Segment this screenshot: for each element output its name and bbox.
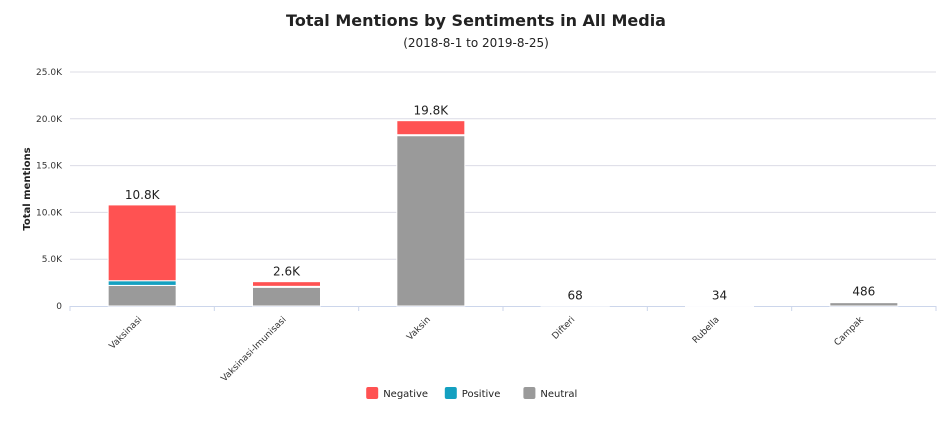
total-label-campak: 486 — [852, 284, 875, 298]
legend-swatch-negative — [366, 387, 379, 399]
y-tick-label-3: 15.0K — [36, 162, 63, 172]
legend-label-negative: Negative — [383, 389, 428, 400]
y-axis-ticks: 0 5.0K 10.0K 15.0K 20.0K 25.0K — [36, 68, 63, 312]
bar-negative-vaksin — [396, 120, 466, 136]
y-tick-label-1: 5.0K — [42, 255, 63, 265]
x-tick-label-vaksinasi: Vaksinasi — [108, 315, 145, 352]
legend: Negative Positive Neutral — [366, 387, 577, 400]
bar-positive-vaksinasi — [107, 280, 177, 286]
x-tick-label-rubella: Rubella — [691, 315, 722, 346]
legend-swatch-positive — [444, 387, 457, 399]
y-tick-label-5: 25.0K — [36, 68, 63, 78]
total-label-vaksinasi-imunisasi: 2.6K — [273, 265, 301, 279]
chart-subtitle: (2018-8-1 to 2019-8-25) — [403, 36, 549, 50]
legend-swatch-neutral — [523, 387, 536, 399]
bar-neutral-vaksinasi — [107, 284, 177, 307]
x-axis-ticks: Vaksinasi Vaksinasi-Imunisasi Vaksin Difter… — [108, 314, 867, 384]
y-tick-label-4: 20.0K — [36, 115, 63, 125]
bar-negative-difteri — [540, 304, 610, 307]
total-label-difteri: 68 — [568, 288, 583, 302]
y-tick-label-2: 10.0K — [36, 208, 63, 218]
bar-neutral-vaksinasi-imunisasi — [252, 286, 321, 307]
bar-negative-campak — [829, 300, 899, 303]
bar-negative-vaksinasi — [107, 204, 177, 282]
bar-neutral-vaksin — [396, 135, 466, 307]
bars — [107, 120, 899, 307]
total-label-vaksinasi: 10.8K — [125, 188, 161, 202]
grid-lines — [69, 71, 937, 311]
total-label-rubella: 34 — [712, 289, 727, 303]
legend-label-positive: Positive — [462, 389, 501, 400]
bar-negative-rubella — [685, 305, 754, 307]
bar-negative-vaksinasi-imunisasi — [252, 281, 321, 287]
total-label-vaksin: 19.8K — [414, 104, 450, 118]
legend-label-neutral: Neutral — [540, 389, 577, 400]
x-tick-label-vaksin: Vaksin — [405, 315, 433, 343]
y-axis-label: Total mentions — [22, 147, 33, 230]
x-tick-label-campak: Campak — [833, 314, 867, 348]
chart-title: Total Mentions by Sentiments in All Medi… — [286, 11, 666, 30]
x-tick-label-difteri: Difteri — [551, 315, 578, 342]
x-tick-label-vaksinasi-imunisasi: Vaksinasi-Imunisasi — [219, 315, 288, 384]
total-labels: 10.8K 2.6K 19.8K 68 34 486 — [125, 104, 875, 303]
y-tick-label-0: 0 — [56, 302, 62, 312]
